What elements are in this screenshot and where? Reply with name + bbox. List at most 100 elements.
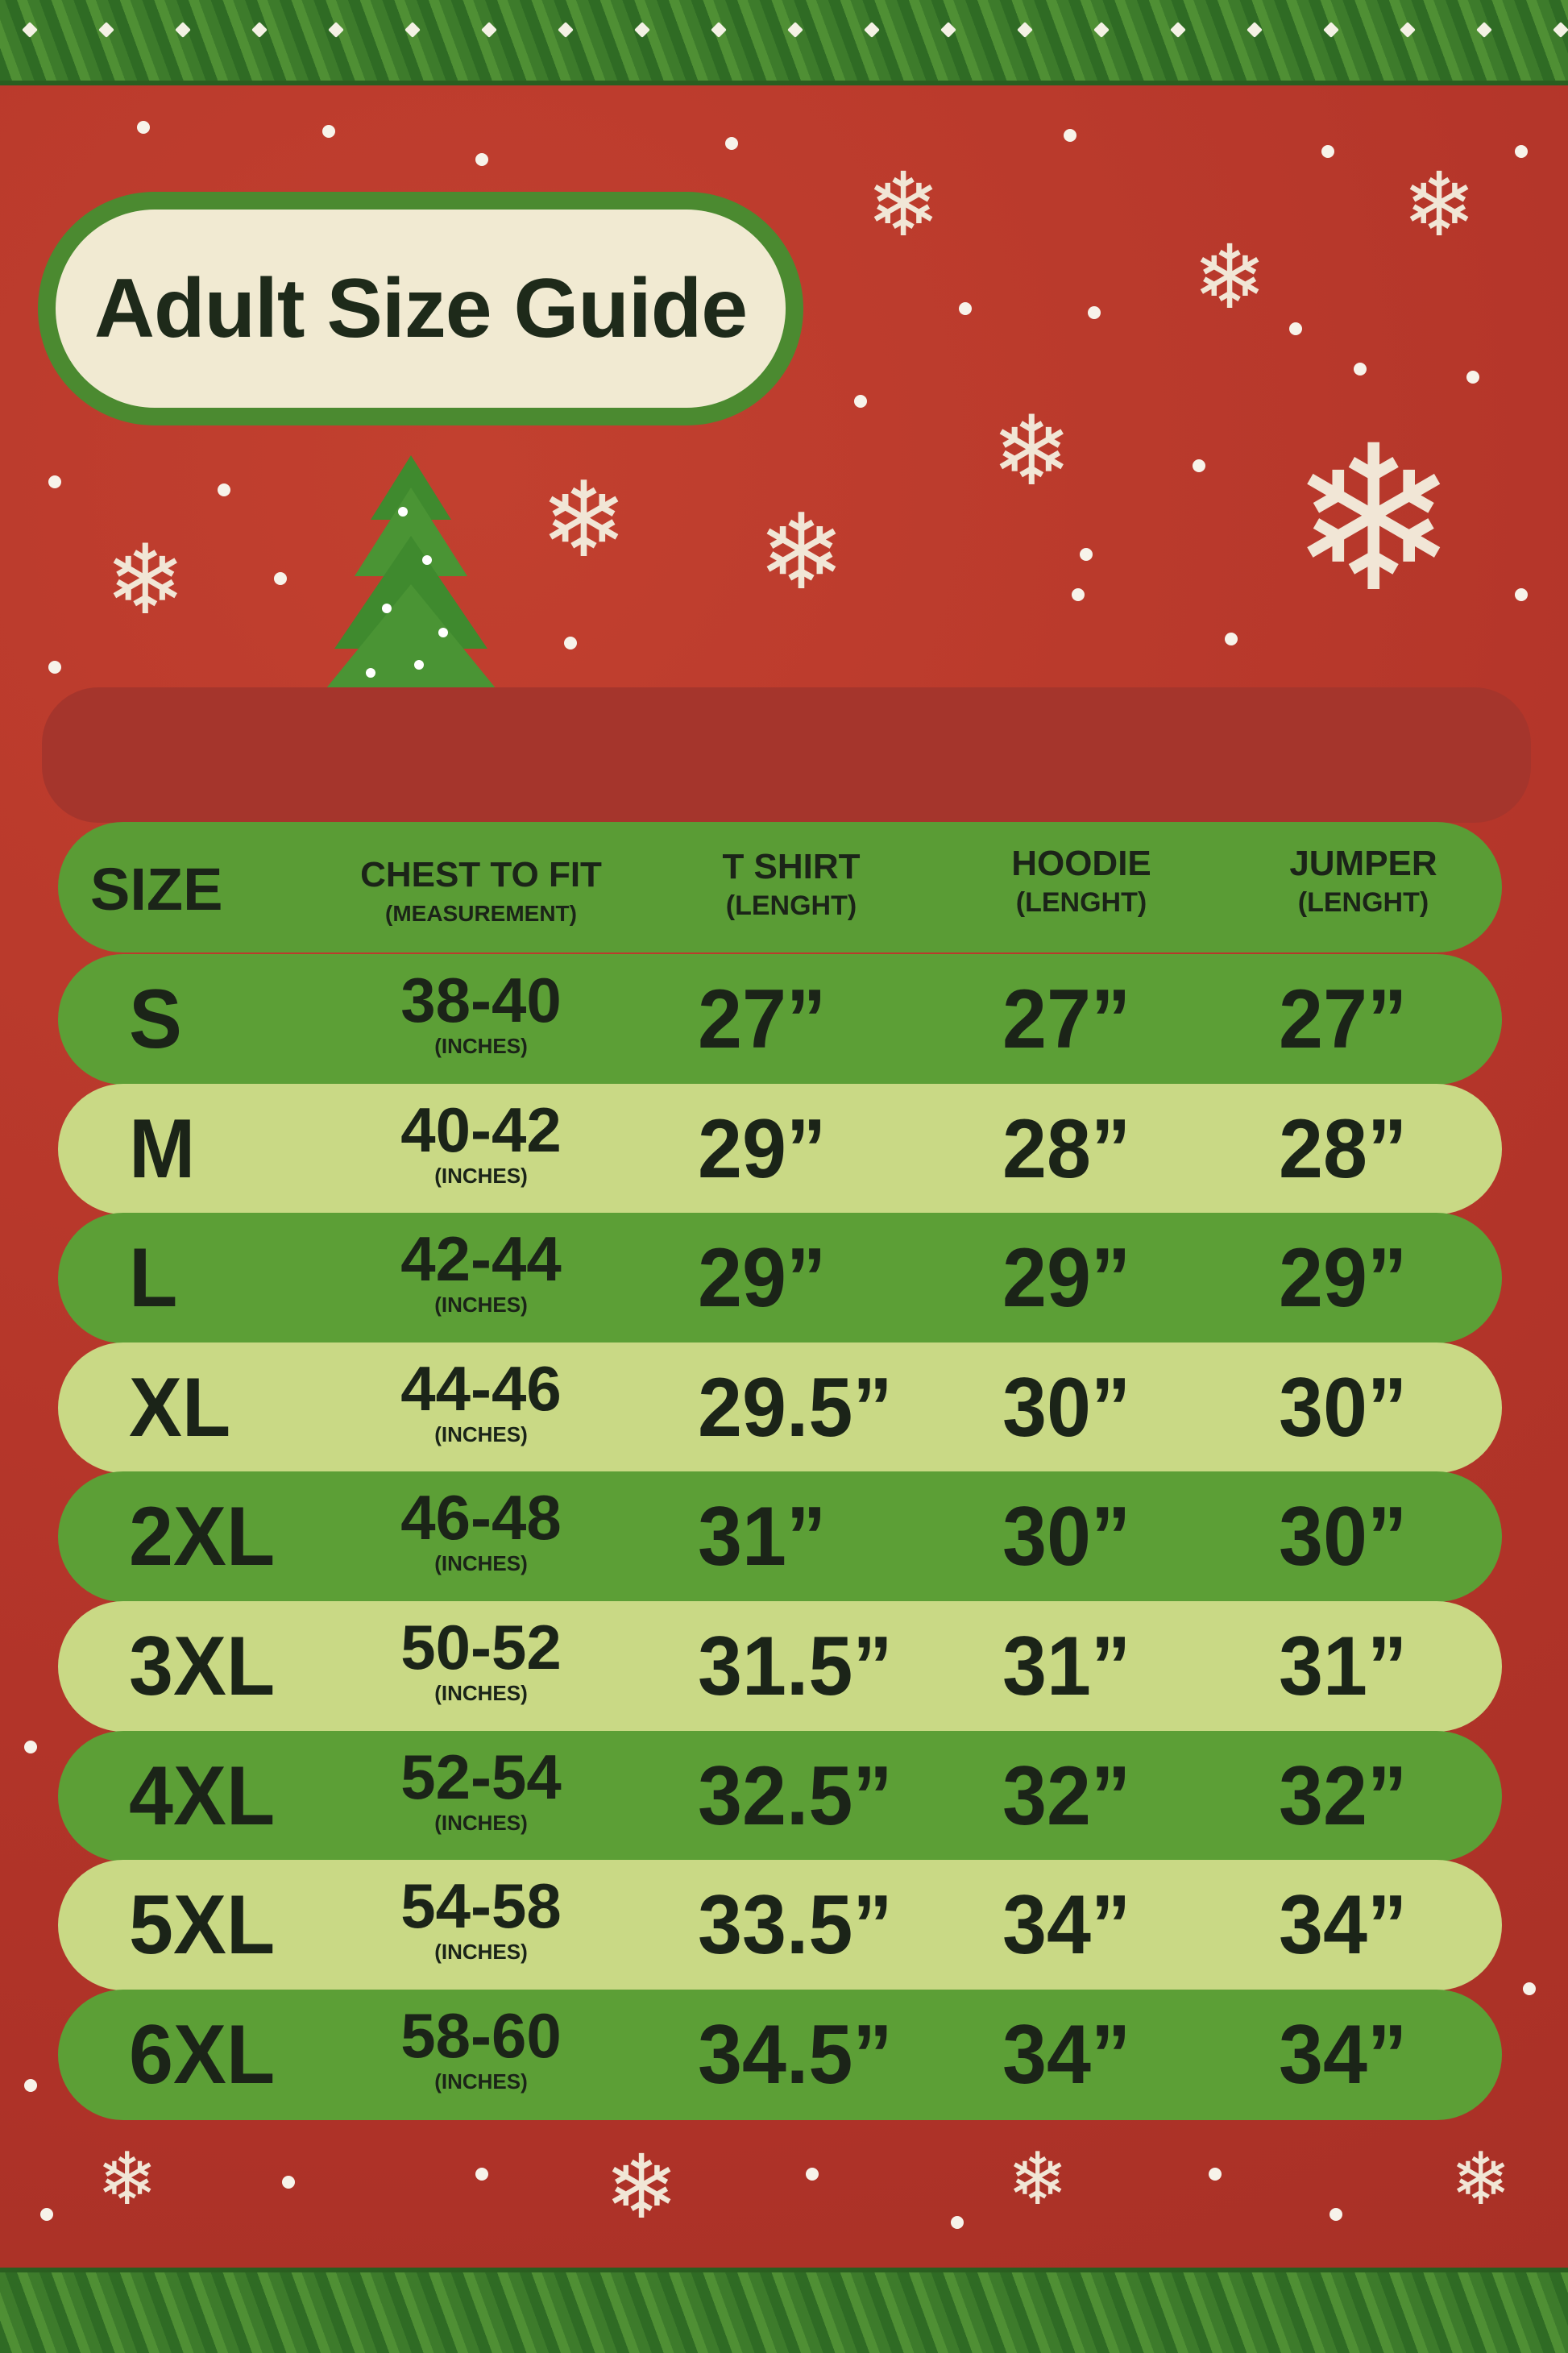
snow-dot — [1289, 322, 1302, 335]
tshirt-cell: 31.5” — [698, 1620, 893, 1713]
title-badge: Adult Size Guide — [38, 192, 803, 425]
chest-value: 44-46 — [400, 1352, 562, 1424]
banner — [42, 687, 1531, 823]
snowflake-icon: ❄ — [540, 461, 628, 579]
chest-value: 40-42 — [400, 1094, 562, 1165]
table-row: XL 44-46 (INCHES) 29.5” 30” 30” — [58, 1342, 1502, 1473]
chest-cell: 38-40 (INCHES) — [364, 965, 598, 1057]
snow-dot — [1515, 145, 1528, 158]
hoodie-cell: 34” — [1002, 2007, 1131, 2102]
snow-dot — [951, 2216, 964, 2229]
snow-dot — [1088, 306, 1101, 319]
garland-top — [0, 0, 1568, 85]
garland-light — [787, 22, 803, 38]
hoodie-cell: 34” — [1002, 1878, 1131, 1973]
table-row: L 42-44 (INCHES) 29” 29” 29” — [58, 1213, 1502, 1344]
size-cell: 6XL — [129, 2007, 276, 2102]
table-row: 3XL 50-52 (INCHES) 31.5” 31” 31” — [58, 1601, 1502, 1732]
snow-dot — [564, 637, 577, 649]
snow-dot — [1523, 1982, 1536, 1995]
tshirt-cell: 29” — [698, 1231, 827, 1326]
hoodie-cell: 30” — [1002, 1490, 1131, 1584]
snow-dot — [48, 475, 61, 488]
jumper-cell: 34” — [1279, 2007, 1408, 2102]
snowflake-icon: ❄ — [757, 493, 845, 611]
tshirt-cell: 33.5” — [698, 1878, 893, 1973]
snow-dot — [1193, 459, 1205, 472]
chest-cell: 52-54 (INCHES) — [364, 1742, 598, 1834]
page-title: Adult Size Guide — [93, 261, 748, 355]
jumper-cell: 30” — [1279, 1360, 1408, 1455]
snowflake-icon: ❄ — [1402, 156, 1477, 255]
chest-cell: 44-46 (INCHES) — [364, 1354, 598, 1446]
chest-unit: (INCHES) — [434, 1681, 528, 1705]
chest-value: 38-40 — [400, 965, 562, 1035]
snow-dot — [1515, 588, 1528, 601]
garland-light — [22, 22, 38, 38]
chest-value: 42-44 — [400, 1223, 562, 1295]
snow-dot — [322, 125, 335, 138]
size-cell: 3XL — [129, 1620, 276, 1713]
table-row: 6XL 58-60 (INCHES) 34.5” 34” 34” — [58, 1989, 1502, 2120]
jumper-cell: 29” — [1279, 1231, 1408, 1326]
garland-light — [481, 22, 497, 38]
snow-dot — [1321, 145, 1334, 158]
table-row: 4XL 52-54 (INCHES) 32.5” 32” 32” — [58, 1730, 1502, 1861]
snow-dot — [959, 302, 972, 315]
garland-light — [1247, 22, 1263, 38]
tshirt-cell: 27” — [698, 973, 827, 1066]
chest-value: 54-58 — [400, 1870, 562, 1942]
tshirt-cell: 34.5” — [698, 2007, 893, 2102]
chest-unit: (INCHES) — [434, 1551, 528, 1576]
snow-dot — [1080, 548, 1093, 561]
snow-dot — [137, 121, 150, 134]
snow-dot — [24, 1741, 37, 1753]
chest-value: 58-60 — [400, 1999, 562, 2071]
table-row: M 40-42 (INCHES) 29” 28” 28” — [58, 1083, 1502, 1214]
garland-light — [864, 22, 880, 38]
garland-bottom — [0, 2268, 1568, 2353]
jumper-cell: 32” — [1279, 1749, 1408, 1843]
chest-cell: 58-60 (INCHES) — [364, 2001, 598, 2093]
size-cell: S — [129, 973, 182, 1066]
snowflake-icon: ❄ — [1289, 407, 1458, 632]
snow-dot — [1466, 371, 1479, 384]
chest-unit: (INCHES) — [434, 1034, 528, 1058]
garland-light — [558, 22, 574, 38]
chest-cell: 46-48 (INCHES) — [364, 1483, 598, 1575]
table-row: S 38-40 (INCHES) 27” 27” 27” — [58, 954, 1502, 1085]
garland-light — [1476, 22, 1492, 38]
snow-dot — [725, 137, 738, 150]
snow-dot — [1072, 588, 1085, 601]
hoodie-cell: 27” — [1002, 973, 1131, 1066]
snowflake-icon: ❄ — [866, 156, 941, 255]
snowflake-icon: ❄ — [105, 526, 186, 634]
chest-unit: (INCHES) — [434, 1163, 528, 1188]
chest-cell: 42-44 (INCHES) — [364, 1224, 598, 1316]
snow-dot — [218, 483, 230, 496]
tshirt-cell: 29” — [698, 1102, 827, 1196]
chest-unit: (INCHES) — [434, 1810, 528, 1835]
tshirt-cell: 29.5” — [698, 1360, 893, 1455]
snowflake-icon: ❄ — [1007, 2139, 1068, 2220]
chest-value: 46-48 — [400, 1482, 562, 1554]
chest-unit: (INCHES) — [434, 1293, 528, 1318]
hoodie-cell: 30” — [1002, 1360, 1131, 1455]
size-cell: 2XL — [129, 1490, 276, 1584]
snow-dot — [282, 2176, 295, 2189]
snow-dot — [475, 2168, 488, 2181]
jumper-cell: 30” — [1279, 1490, 1408, 1584]
size-cell: 5XL — [129, 1878, 276, 1973]
tshirt-cell: 32.5” — [698, 1749, 893, 1843]
garland-light — [1170, 22, 1186, 38]
garland-light — [634, 22, 650, 38]
snow-dot — [24, 2079, 37, 2092]
header-hoodie: HOODIE (LENGHT) — [1011, 844, 1151, 918]
snow-dot — [48, 661, 61, 674]
chest-unit: (INCHES) — [434, 2069, 528, 2094]
title-inner: Adult Size Guide — [56, 210, 786, 408]
snow-dot — [1209, 2168, 1222, 2181]
snow-dot — [274, 572, 287, 585]
snowflake-icon: ❄ — [1193, 228, 1267, 327]
snow-dot — [1354, 363, 1367, 376]
